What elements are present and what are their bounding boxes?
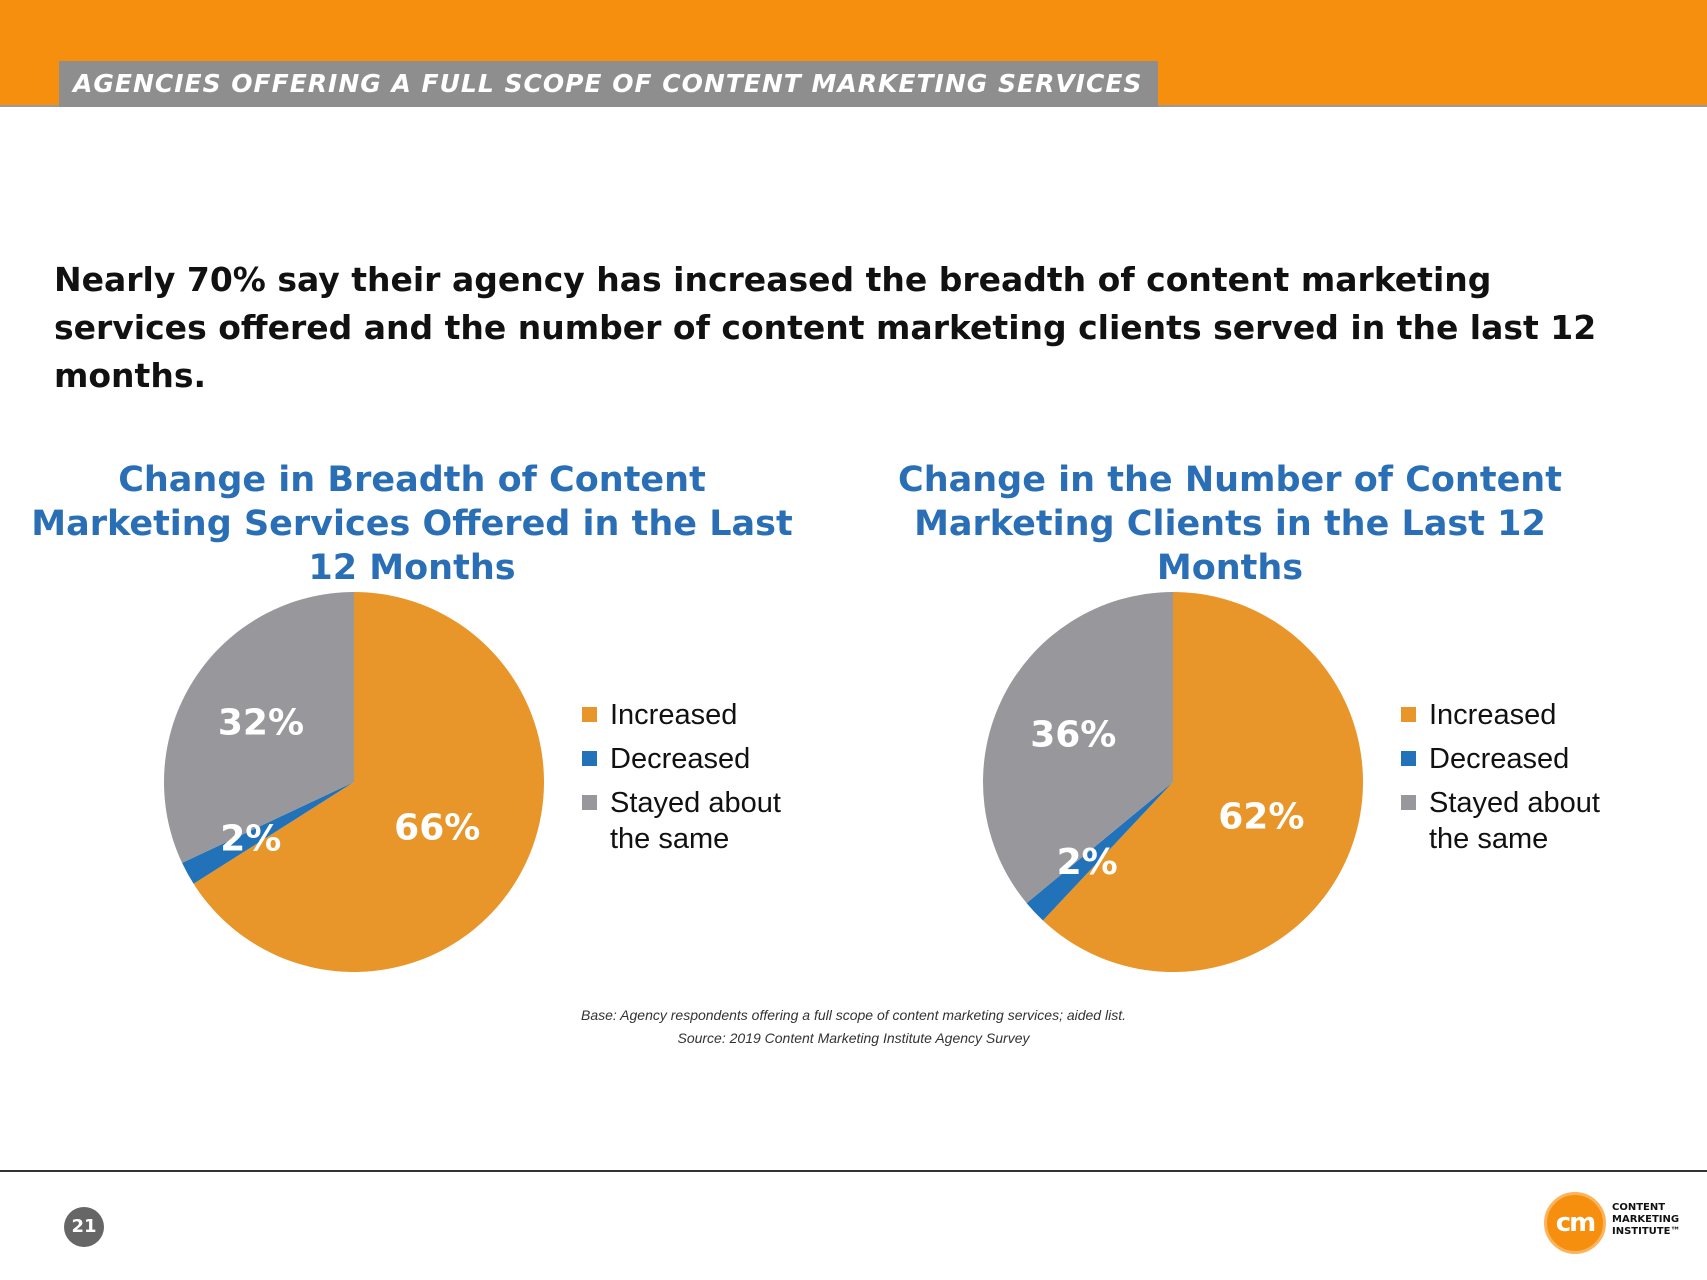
swatch-increased xyxy=(582,707,597,722)
legend-label-decreased: Decreased xyxy=(1429,743,1570,775)
legend-item-increased: Increased xyxy=(582,697,842,733)
page-number: 21 xyxy=(64,1207,104,1247)
chart-title-breadth: Change in Breadth of Content Marketing S… xyxy=(31,460,793,588)
base-note: Base: Agency respondents offering a full… xyxy=(580,1007,1126,1023)
section-label: AGENCIES OFFERING A FULL SCOPE OF CONTEN… xyxy=(59,61,1159,107)
logo-line-2: MARKETING xyxy=(1612,1214,1680,1225)
legend-label-same-line2: the same xyxy=(610,823,730,855)
pie-slice-increased xyxy=(193,592,544,972)
pie-slice-same xyxy=(163,592,354,863)
legend-item-same: Stayed about the same xyxy=(582,785,842,857)
swatch-same xyxy=(1401,795,1416,810)
legend-item-same: Stayed about the same xyxy=(1401,785,1661,857)
pie-chart-clients: 62% 2% 36% xyxy=(982,592,1363,972)
legend-label-increased: Increased xyxy=(1429,699,1557,731)
legend-label-same-line2: the same xyxy=(1429,823,1549,855)
footer-divider xyxy=(0,1170,1707,1172)
pie-label-decreased: 2% xyxy=(220,818,281,859)
logo-line-1: CONTENT xyxy=(1612,1202,1666,1213)
cmi-logo: cm CONTENT MARKETING INSTITUTE™ xyxy=(1544,1192,1696,1262)
legend-label-increased: Increased xyxy=(610,699,738,731)
pie-slice-same xyxy=(982,592,1173,904)
legend-label-same-line1: Stayed about xyxy=(1429,787,1600,819)
pie-slice-decreased xyxy=(1026,782,1173,921)
pie-label-increased: 62% xyxy=(1218,796,1304,837)
chart-title-clients: Change in the Number of Content Marketin… xyxy=(898,460,1562,588)
pie-label-decreased: 2% xyxy=(1057,842,1118,883)
pie-label-same: 36% xyxy=(1030,715,1116,756)
legend-item-increased: Increased xyxy=(1401,697,1661,733)
legend-label-same-line1: Stayed about xyxy=(610,787,781,819)
swatch-decreased xyxy=(1401,751,1416,766)
swatch-decreased xyxy=(582,751,597,766)
legend-item-decreased: Decreased xyxy=(1401,741,1661,777)
legend-breadth: Increased Decreased Stayed about the sam… xyxy=(582,697,842,865)
logo-line-3: INSTITUTE™ xyxy=(1612,1226,1681,1237)
pie-chart-breadth: 66% 2% 32% xyxy=(163,592,544,972)
source-note: Source: 2019 Content Marketing Institute… xyxy=(677,1030,1030,1046)
legend-item-decreased: Decreased xyxy=(582,741,842,777)
legend-label-decreased: Decreased xyxy=(610,743,751,775)
legend-clients: Increased Decreased Stayed about the sam… xyxy=(1401,697,1661,865)
pie-label-increased: 66% xyxy=(394,807,480,848)
cmi-logo-wordmark: CONTENT MARKETING INSTITUTE™ xyxy=(1612,1202,1702,1238)
header-bar: AGENCIES OFFERING A FULL SCOPE OF CONTEN… xyxy=(0,0,1707,107)
swatch-increased xyxy=(1401,707,1416,722)
pie-label-same: 32% xyxy=(218,702,304,743)
pie-slice-decreased xyxy=(182,782,354,884)
swatch-same xyxy=(582,795,597,810)
cmi-logo-icon: cm xyxy=(1544,1192,1606,1254)
headline: Nearly 70% say their agency has increase… xyxy=(54,260,1597,395)
pie-slice-increased xyxy=(1042,592,1363,972)
